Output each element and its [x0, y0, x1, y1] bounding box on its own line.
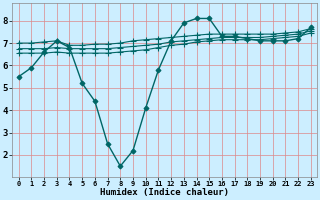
X-axis label: Humidex (Indice chaleur): Humidex (Indice chaleur) — [100, 188, 229, 197]
